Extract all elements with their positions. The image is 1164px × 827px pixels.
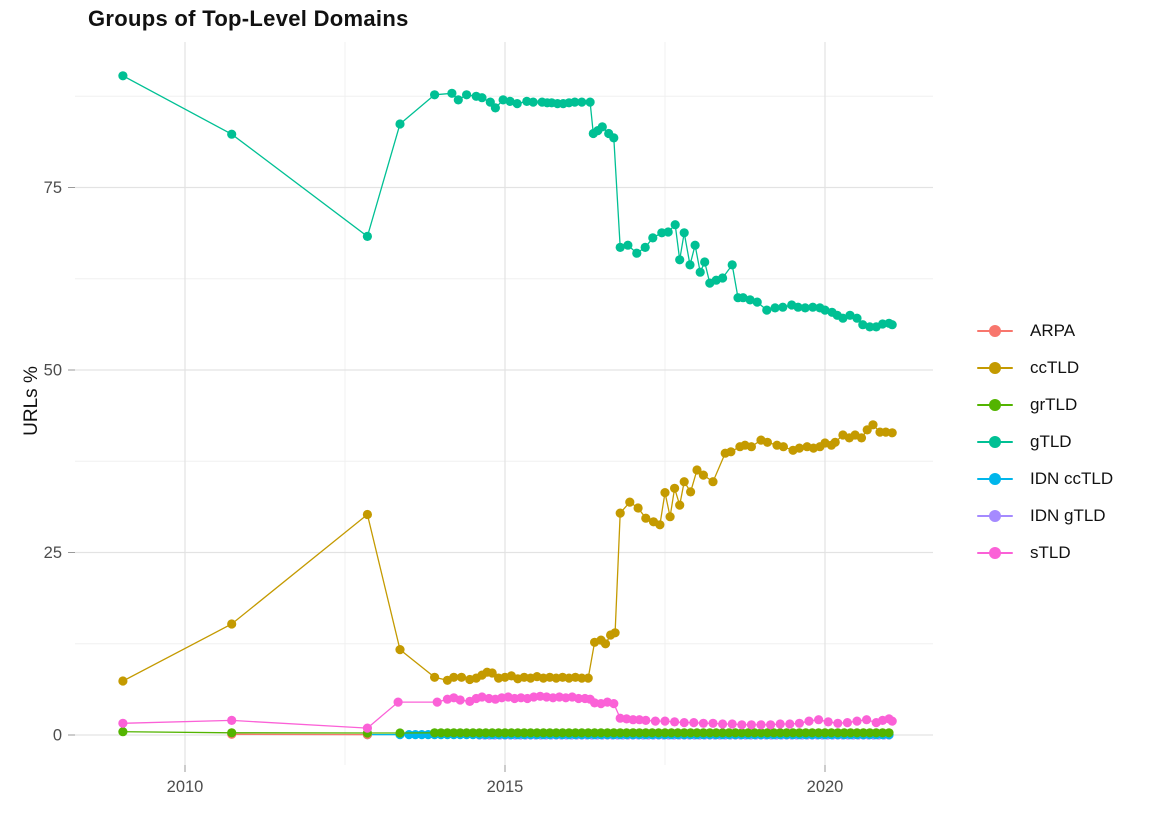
y-tick-label: 75 <box>44 179 62 197</box>
legend-label: ARPA <box>1030 321 1076 340</box>
legend-marker-icon <box>977 320 1013 342</box>
x-axis: 2010 2015 2020 <box>167 765 844 796</box>
series-ARPA <box>227 729 372 740</box>
legend-item-gtld: gTLD <box>977 431 1113 453</box>
legend-label: IDN ccTLD <box>1030 469 1114 488</box>
legend-item-stld: sTLD <box>977 542 1113 564</box>
legend-label: ccTLD <box>1030 358 1080 377</box>
legend-marker-icon <box>977 468 1013 490</box>
legend-label: gTLD <box>1030 432 1072 451</box>
y-tick-label: 25 <box>44 544 62 562</box>
legend-item-idn-cctld: IDN ccTLD <box>977 468 1113 490</box>
series-grTLD <box>118 727 894 738</box>
gridlines-major <box>75 42 933 765</box>
x-tick-label: 2010 <box>167 778 204 796</box>
series-gTLD <box>118 71 897 332</box>
x-tick-label: 2020 <box>807 778 844 796</box>
legend-label: sTLD <box>1030 543 1071 562</box>
legend-marker-icon <box>977 357 1013 379</box>
legend-marker-icon <box>977 394 1013 416</box>
legend: ARPA ccTLD grTLD gTLD IDN ccTLD IDN gTLD sTLD <box>977 320 1113 579</box>
x-tick-label: 2015 <box>487 778 524 796</box>
gridlines-minor <box>75 42 933 765</box>
legend-item-arpa: ARPA <box>977 320 1113 342</box>
y-tick-label: 50 <box>44 362 62 380</box>
y-axis: 0 25 50 75 <box>44 179 75 745</box>
legend-marker-icon <box>977 431 1013 453</box>
legend-marker-icon <box>977 505 1013 527</box>
y-tick-label: 0 <box>53 727 62 745</box>
legend-label: IDN gTLD <box>1030 506 1106 525</box>
series-sTLD <box>118 691 897 733</box>
legend-item-idn-gtld: IDN gTLD <box>977 505 1113 527</box>
legend-marker-icon <box>977 542 1013 564</box>
legend-item-grtld: grTLD <box>977 394 1113 416</box>
legend-item-cctld: ccTLD <box>977 357 1113 379</box>
series-ccTLD <box>118 420 897 686</box>
chart-title: Groups of Top-Level Domains <box>88 6 409 31</box>
legend-label: grTLD <box>1030 395 1078 414</box>
